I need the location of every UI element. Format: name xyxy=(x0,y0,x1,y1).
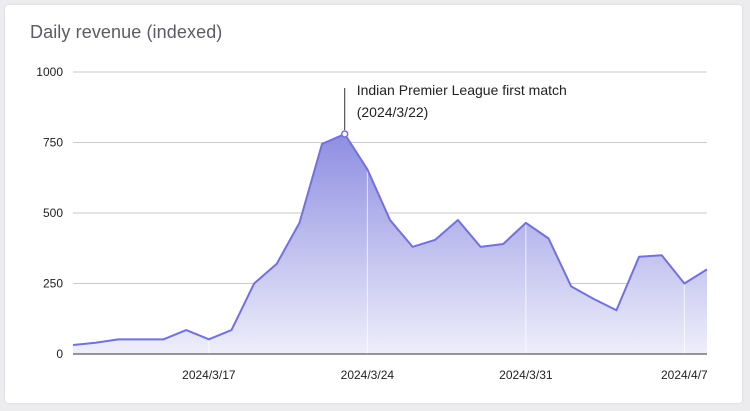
y-tick-label: 750 xyxy=(43,136,63,150)
chart-title: Daily revenue (indexed) xyxy=(30,22,223,42)
annotation-text: Indian Premier League first match xyxy=(357,82,567,98)
annotation-date: (2024/3/22) xyxy=(357,104,429,120)
y-tick-label: 500 xyxy=(43,206,63,220)
y-tick-label: 0 xyxy=(56,347,63,361)
y-tick-label: 1000 xyxy=(36,65,63,79)
x-tick-label: 2024/3/31 xyxy=(499,368,553,382)
area-fill xyxy=(73,134,707,354)
y-tick-label: 250 xyxy=(43,277,63,291)
annotation-marker xyxy=(340,130,349,138)
x-tick-label: 2024/3/24 xyxy=(341,368,395,382)
x-tick-label: 2024/4/7 xyxy=(661,368,708,382)
x-tick-label: 2024/3/17 xyxy=(182,368,236,382)
series-line xyxy=(72,133,708,346)
